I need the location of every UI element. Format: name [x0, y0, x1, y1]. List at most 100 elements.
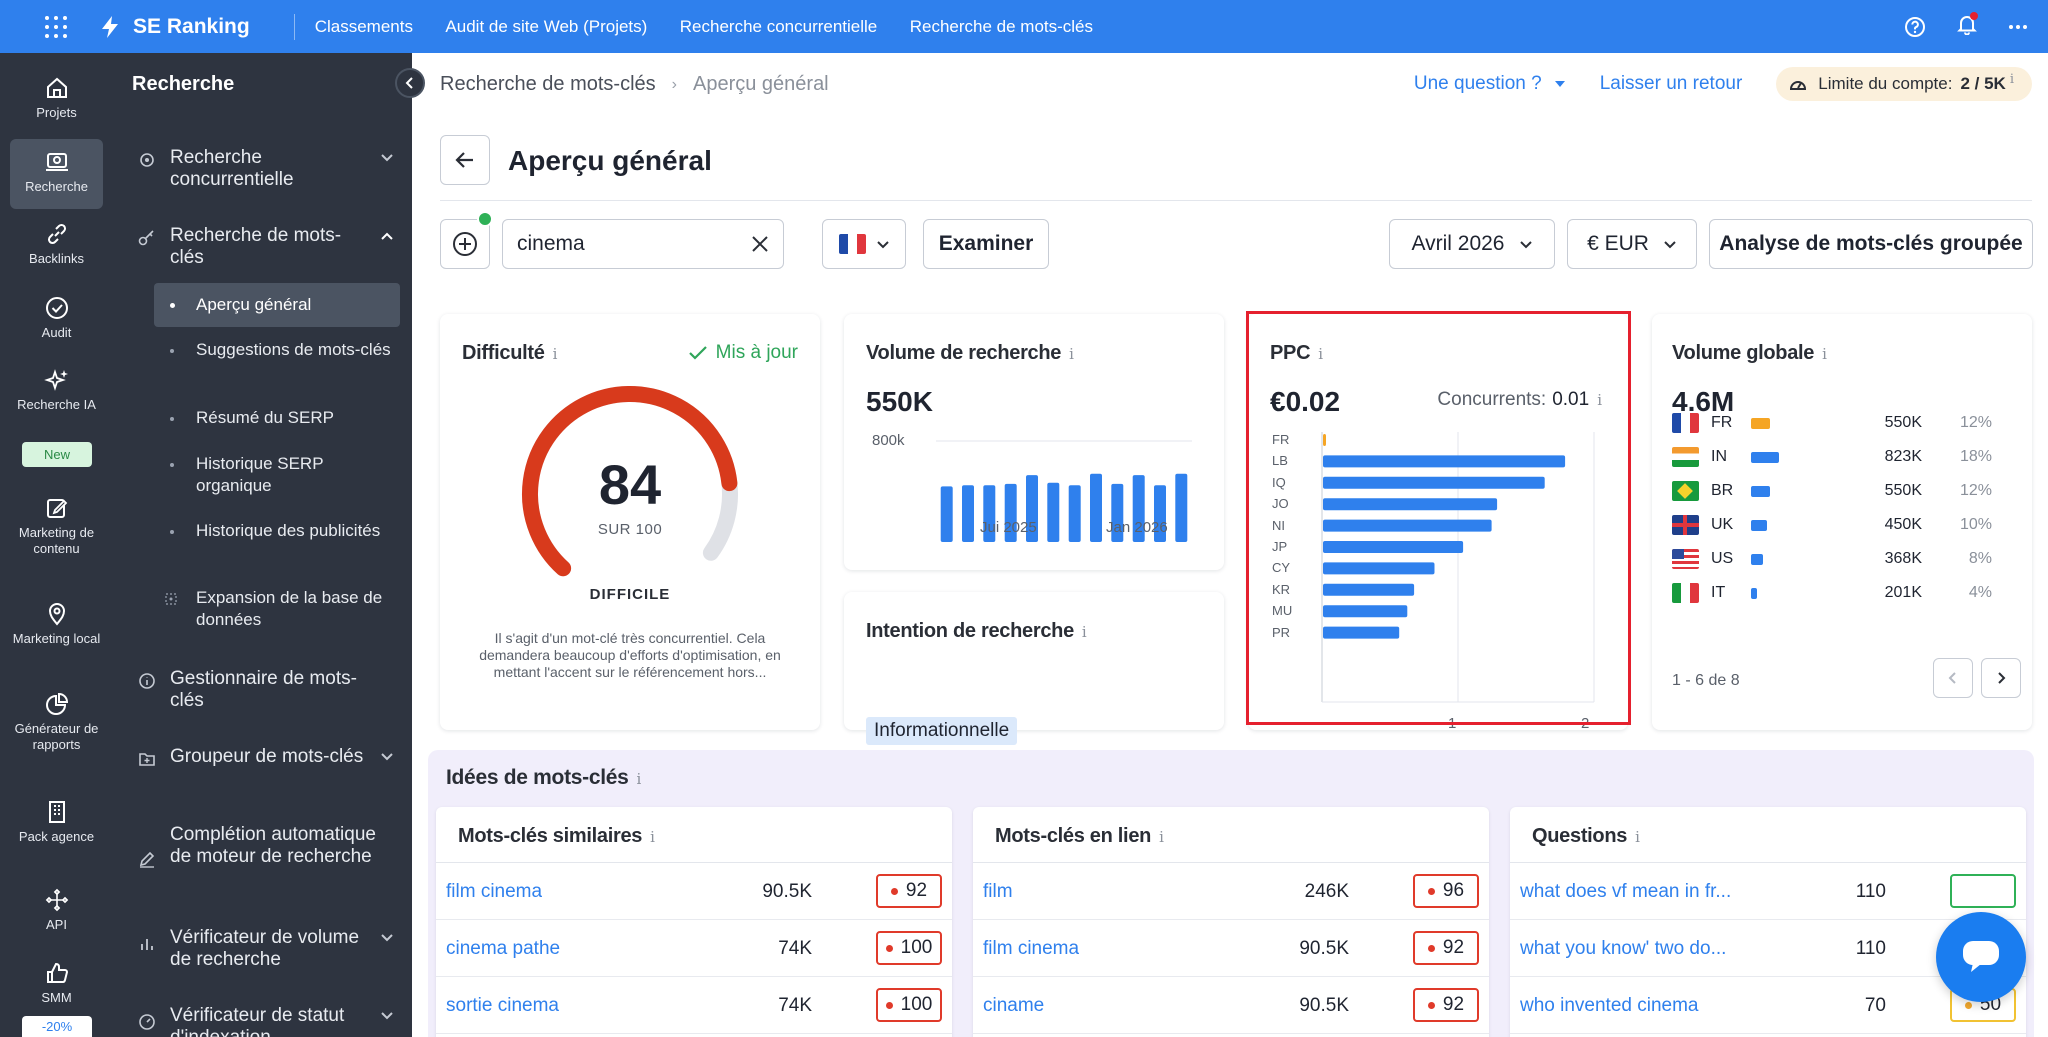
- keyword-link[interactable]: who invented cinema: [1520, 995, 1699, 1016]
- rail-report-builder[interactable]: Générateur de rapports: [10, 691, 103, 753]
- volume-bar[interactable]: [1132, 475, 1145, 542]
- info-icon[interactable]: i: [1081, 623, 1087, 641]
- month-select[interactable]: Avril 2026: [1389, 219, 1555, 269]
- next-page-button[interactable]: [1981, 658, 2021, 698]
- info-icon[interactable]: i: [1069, 345, 1074, 363]
- rail-ai-research[interactable]: Recherche IA: [10, 367, 103, 413]
- keyword-link[interactable]: ciname: [983, 995, 1045, 1016]
- ppc-bar[interactable]: [1323, 455, 1566, 468]
- ppc-bar[interactable]: [1323, 626, 1400, 639]
- currency-select[interactable]: € EUR: [1567, 219, 1697, 269]
- difficulty-badge: 100: [876, 931, 942, 965]
- rail-projects[interactable]: Projets: [10, 75, 103, 125]
- keyword-link[interactable]: film cinema: [446, 881, 543, 902]
- ppc-bar[interactable]: [1323, 583, 1415, 596]
- bulk-analysis-button[interactable]: Analyse de mots-clés groupée: [1709, 219, 2033, 269]
- clear-icon[interactable]: [751, 235, 769, 253]
- keyword-link[interactable]: film cinema: [983, 938, 1080, 959]
- info-icon[interactable]: i: [1597, 391, 1602, 409]
- sidebar-item-autocomplete[interactable]: Complétion automatique de moteur de rech…: [138, 824, 398, 868]
- app-grid-icon[interactable]: [45, 15, 67, 38]
- rail-content-marketing[interactable]: Marketing de contenu: [10, 495, 103, 557]
- rail-audit[interactable]: Audit: [10, 295, 103, 341]
- rail-research[interactable]: Recherche: [10, 139, 103, 209]
- notifications[interactable]: [1956, 12, 1978, 40]
- help-icon[interactable]: [1904, 16, 1926, 38]
- volume-bar[interactable]: [1004, 483, 1017, 542]
- nav-rankings[interactable]: Classements: [314, 16, 413, 36]
- keyword-link[interactable]: film: [983, 881, 1013, 902]
- ppc-bar[interactable]: [1323, 519, 1492, 532]
- keyword-search-input[interactable]: cinema: [502, 219, 784, 269]
- breadcrumb-keyword-research[interactable]: Recherche de mots-clés: [440, 73, 656, 95]
- sidebar-sub-organic-serp-history[interactable]: Historique SERP organique: [154, 453, 400, 497]
- volume-bar[interactable]: [962, 485, 974, 542]
- examine-button[interactable]: Examiner: [923, 219, 1049, 269]
- sidebar: Recherche Recherche concurrentielle Rech…: [114, 53, 412, 1037]
- country-select[interactable]: [822, 219, 906, 269]
- info-icon[interactable]: i: [1822, 345, 1827, 363]
- sidebar-sub-database-expansion[interactable]: Expansion de la base de données: [154, 587, 400, 631]
- nav-keyword-research[interactable]: Recherche de mots-clés: [909, 16, 1094, 36]
- volume-bar[interactable]: [940, 486, 953, 542]
- rail-local-marketing[interactable]: Marketing local: [10, 601, 103, 647]
- back-button[interactable]: [440, 135, 490, 185]
- sidebar-item-index-checker[interactable]: Vérificateur de statut d'indexation: [138, 1005, 398, 1037]
- rail-agency-pack[interactable]: Pack agence: [10, 799, 103, 845]
- info-icon[interactable]: i: [1159, 828, 1164, 846]
- info-icon[interactable]: i: [636, 770, 642, 788]
- rail-api[interactable]: API: [10, 887, 103, 933]
- sidebar-collapse-button[interactable]: [395, 68, 425, 98]
- info-icon[interactable]: i: [552, 345, 558, 363]
- ppc-bar[interactable]: [1323, 562, 1435, 575]
- rail-backlinks[interactable]: Backlinks: [10, 221, 103, 267]
- volume-bar[interactable]: [1175, 473, 1188, 542]
- prev-page-button[interactable]: [1933, 658, 1973, 698]
- research-icon: [45, 153, 68, 171]
- rail-smm[interactable]: SMM: [10, 960, 103, 1006]
- sidebar-sub-serp-summary[interactable]: Résumé du SERP: [154, 407, 400, 429]
- question-dropdown[interactable]: Une question ?: [1414, 73, 1566, 95]
- country-code: UK: [1711, 516, 1734, 533]
- ppc-bar[interactable]: [1323, 498, 1498, 511]
- volume-bar[interactable]: [1090, 473, 1102, 542]
- info-icon[interactable]: i: [1318, 345, 1323, 363]
- keyword-link[interactable]: sortie cinema: [446, 995, 559, 1016]
- keyword-link[interactable]: what you know' two do...: [1520, 938, 1727, 959]
- brand[interactable]: SE Ranking: [97, 14, 250, 40]
- add-keyword-button[interactable]: [440, 211, 493, 269]
- volume-bar[interactable]: [983, 485, 996, 542]
- keyword-link[interactable]: what does vf mean in fr...: [1520, 881, 1732, 902]
- ppc-country-label: IQ: [1272, 474, 1286, 490]
- sidebar-item-competitive-research[interactable]: Recherche concurrentielle: [138, 147, 398, 191]
- volume-bar[interactable]: [1068, 485, 1081, 542]
- more-icon[interactable]: [2008, 24, 2028, 30]
- ppc-bar[interactable]: [1323, 605, 1408, 618]
- keyword-link[interactable]: cinema pathe: [446, 938, 561, 959]
- sidebar-item-keyword-research[interactable]: Recherche de mots-clés: [138, 225, 398, 269]
- pencil-icon: [139, 851, 155, 868]
- info-icon[interactable]: i: [1635, 828, 1640, 846]
- nav-competitive-research[interactable]: Recherche concurrentielle: [679, 16, 878, 36]
- account-limit[interactable]: Limite du compte: 2 / 5K i: [1776, 67, 2032, 101]
- info-circle-icon: [139, 673, 155, 689]
- volume-bar[interactable]: [1111, 483, 1124, 542]
- info-icon[interactable]: i: [650, 828, 655, 846]
- volume-bar[interactable]: [1154, 485, 1166, 542]
- ppc-bar[interactable]: [1323, 434, 1326, 446]
- sidebar-sub-overview[interactable]: Aperçu général: [154, 283, 400, 327]
- nav-site-audit[interactable]: Audit de site Web (Projets): [445, 16, 648, 36]
- volume-bar[interactable]: [1026, 475, 1038, 542]
- volume-bar[interactable]: [1047, 482, 1060, 542]
- volume-y-tick: 800k: [872, 432, 905, 449]
- difficulty-badge: 92: [1413, 988, 1479, 1022]
- sidebar-item-volume-checker[interactable]: Vérificateur de volume de recherche: [138, 927, 398, 971]
- sidebar-item-keyword-manager[interactable]: Gestionnaire de mots-clés: [138, 668, 398, 712]
- ppc-bar[interactable]: [1323, 476, 1545, 489]
- ppc-bar[interactable]: [1323, 541, 1464, 553]
- sidebar-sub-ads-history[interactable]: Historique des publicités: [154, 520, 400, 542]
- feedback-link[interactable]: Laisser un retour: [1599, 73, 1743, 94]
- sidebar-sub-keyword-suggestions[interactable]: Suggestions de mots-clés: [154, 339, 400, 361]
- sidebar-item-keyword-grouper[interactable]: Groupeur de mots-clés: [138, 746, 398, 768]
- chat-button[interactable]: [1936, 912, 2026, 1002]
